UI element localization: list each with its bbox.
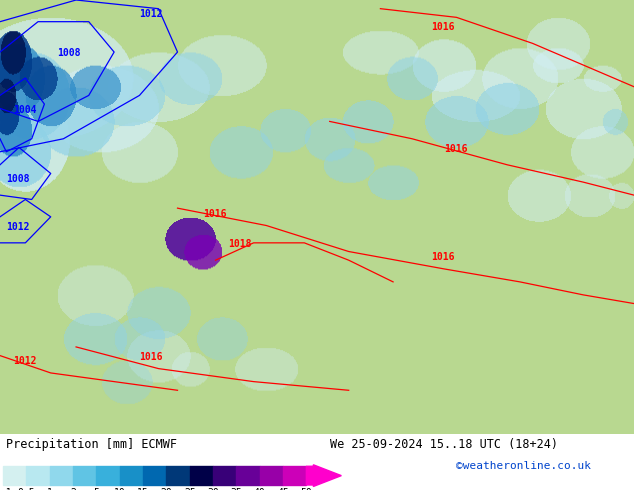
Text: 1012: 1012 <box>6 222 30 232</box>
Text: 35: 35 <box>231 488 242 490</box>
Bar <box>50 466 73 486</box>
Text: 1008: 1008 <box>57 49 81 58</box>
Text: 1012: 1012 <box>13 356 36 366</box>
Text: 10: 10 <box>114 488 126 490</box>
Text: 1016: 1016 <box>431 252 455 262</box>
Text: 2: 2 <box>70 488 76 490</box>
Bar <box>143 466 167 486</box>
Text: Precipitation [mm] ECMWF: Precipitation [mm] ECMWF <box>6 438 178 451</box>
Text: 40: 40 <box>254 488 266 490</box>
Text: 0.1: 0.1 <box>0 488 12 490</box>
Bar <box>3 466 27 486</box>
Bar <box>213 466 236 486</box>
Text: 30: 30 <box>207 488 219 490</box>
Text: We 25-09-2024 15..18 UTC (18+24): We 25-09-2024 15..18 UTC (18+24) <box>330 438 558 451</box>
Bar <box>190 466 213 486</box>
Text: 1018: 1018 <box>228 239 252 249</box>
Text: 45: 45 <box>277 488 289 490</box>
Text: 15: 15 <box>137 488 149 490</box>
Bar <box>27 466 50 486</box>
Text: 1016: 1016 <box>444 144 467 154</box>
Bar <box>96 466 120 486</box>
Text: 5: 5 <box>94 488 100 490</box>
Bar <box>166 466 190 486</box>
Text: 1016: 1016 <box>139 352 163 362</box>
Bar <box>260 466 283 486</box>
Text: 1: 1 <box>47 488 53 490</box>
Bar <box>73 466 96 486</box>
Bar <box>236 466 260 486</box>
Text: 20: 20 <box>160 488 172 490</box>
Bar <box>283 466 306 486</box>
Text: ©weatheronline.co.uk: ©weatheronline.co.uk <box>456 461 592 471</box>
Text: 0.5: 0.5 <box>18 488 36 490</box>
Text: 50: 50 <box>301 488 312 490</box>
Bar <box>120 466 143 486</box>
Text: 1016: 1016 <box>431 23 455 32</box>
Text: 1016: 1016 <box>203 209 226 219</box>
Text: 1004: 1004 <box>13 105 36 115</box>
FancyArrow shape <box>306 465 341 487</box>
Text: 1008: 1008 <box>6 174 30 184</box>
Text: 1012: 1012 <box>139 9 163 19</box>
Text: 25: 25 <box>184 488 196 490</box>
